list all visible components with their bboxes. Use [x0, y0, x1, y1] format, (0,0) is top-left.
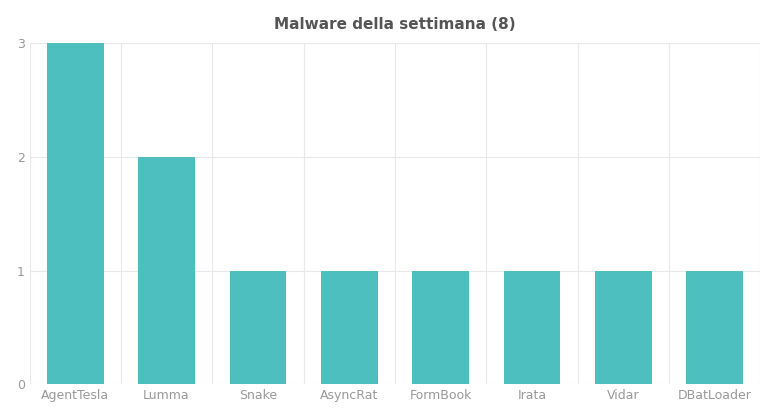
Bar: [47, 43, 103, 385]
Bar: [686, 271, 743, 385]
Bar: [595, 271, 652, 385]
Bar: [413, 271, 469, 385]
Bar: [138, 157, 195, 385]
Bar: [229, 271, 286, 385]
Title: Malware della settimana (8): Malware della settimana (8): [274, 17, 516, 32]
Bar: [321, 271, 378, 385]
Bar: [503, 271, 560, 385]
